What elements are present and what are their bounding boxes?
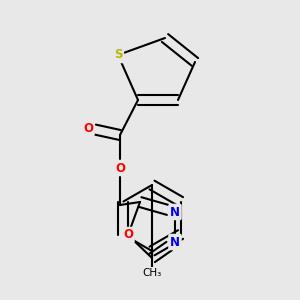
Text: O: O [115,161,125,175]
Text: N: N [170,206,180,218]
Text: O: O [123,229,133,242]
Text: O: O [83,122,93,134]
Text: S: S [114,49,122,62]
Text: N: N [170,236,180,248]
Text: CH₃: CH₃ [142,268,162,278]
